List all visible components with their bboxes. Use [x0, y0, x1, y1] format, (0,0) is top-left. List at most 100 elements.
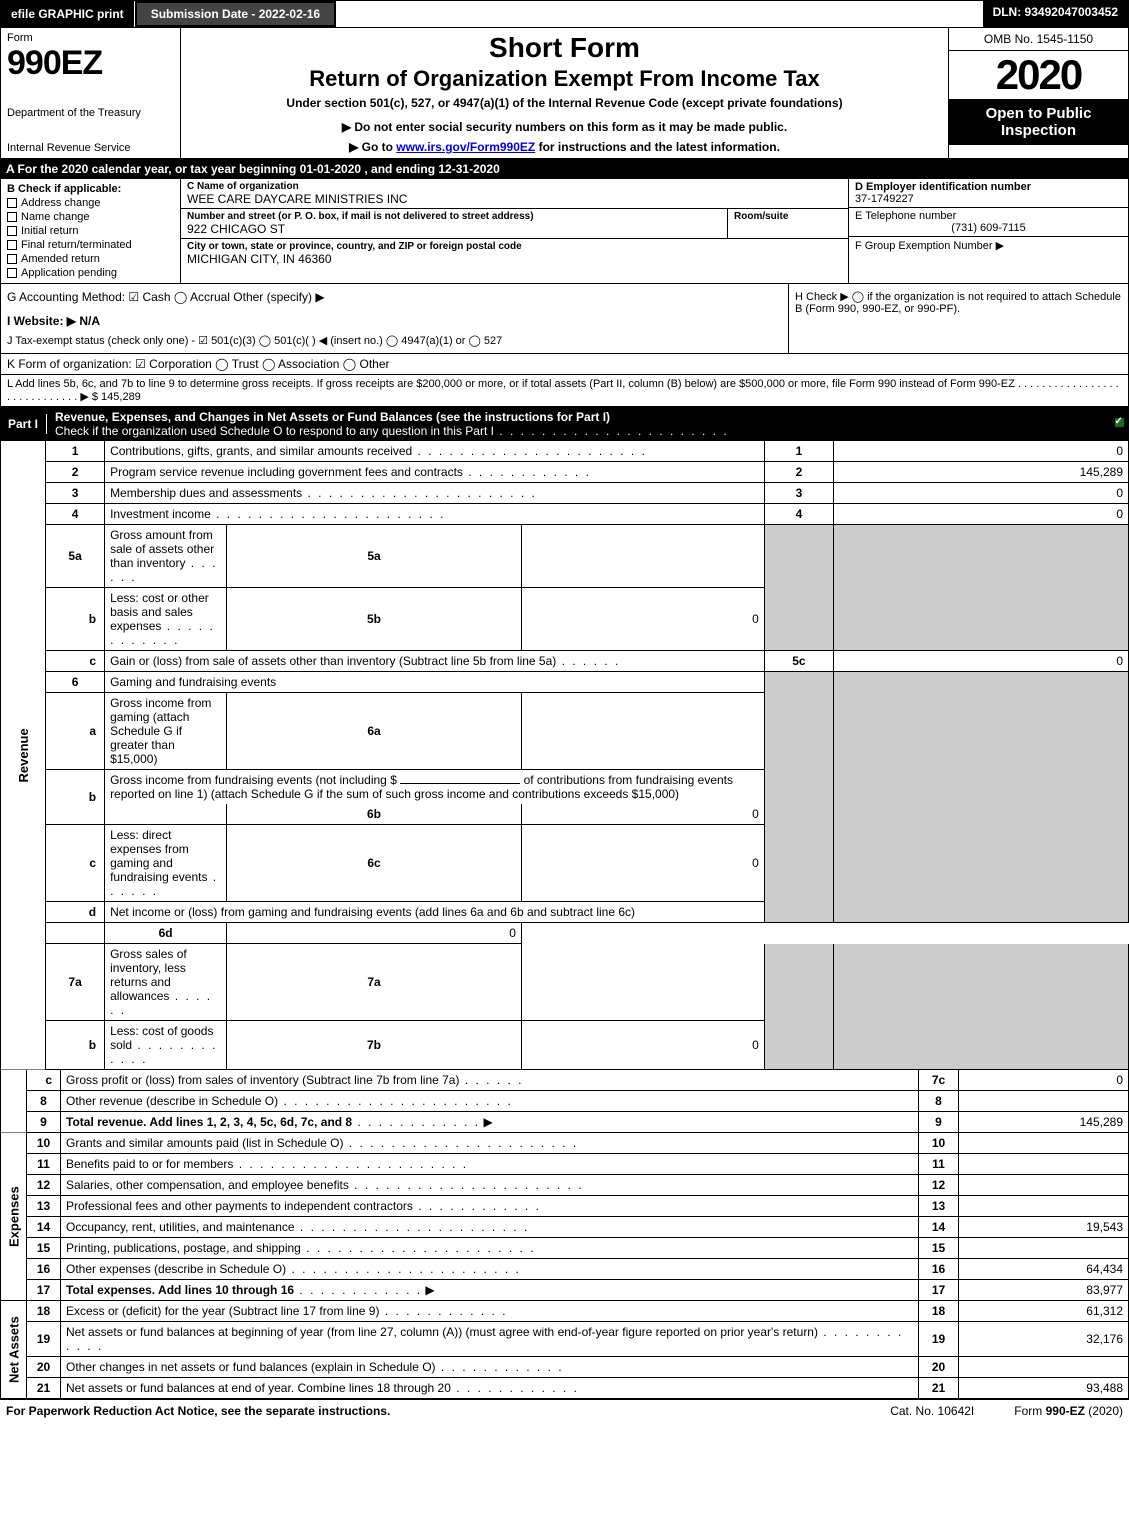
g-accounting-method: G Accounting Method: ☑ Cash ◯ Accrual Ot…	[1, 284, 788, 353]
line-desc: Gross profit or (loss) from sales of inv…	[61, 1070, 919, 1091]
chk-label: Amended return	[21, 253, 100, 265]
table-row: 12 Salaries, other compensation, and emp…	[1, 1175, 1129, 1196]
line-col: 13	[919, 1196, 959, 1217]
footer-paperwork: For Paperwork Reduction Act Notice, see …	[6, 1404, 390, 1418]
side-label-expenses: Expenses	[1, 1133, 27, 1301]
line-num: 7a	[46, 944, 105, 1021]
line-col: 10	[919, 1133, 959, 1154]
line-desc: Investment income	[105, 504, 765, 525]
c-name: C Name of organization WEE CARE DAYCARE …	[181, 179, 848, 209]
header-right: OMB No. 1545-1150 2020 Open to Public In…	[948, 28, 1128, 158]
line-num: 3	[46, 483, 105, 504]
line-num: c	[46, 825, 105, 902]
line-amt: 145,289	[834, 462, 1129, 483]
table-row: 16 Other expenses (describe in Schedule …	[1, 1259, 1129, 1280]
short-form-title: Short Form	[189, 32, 940, 64]
inner-val	[521, 525, 764, 588]
table-row: 5a Gross amount from sale of assets othe…	[1, 525, 1129, 588]
line-amt	[959, 1154, 1129, 1175]
part-1-header: Part I Revenue, Expenses, and Changes in…	[0, 407, 1129, 441]
line-num: a	[46, 693, 105, 770]
inner-num: 6c	[227, 825, 522, 902]
checkbox-icon	[7, 254, 17, 264]
line-desc: Benefits paid to or for members	[61, 1154, 919, 1175]
c-city: City or town, state or province, country…	[181, 239, 848, 268]
line-desc: Other expenses (describe in Schedule O)	[61, 1259, 919, 1280]
c-room-label: Room/suite	[734, 211, 842, 222]
line-amt: 32,176	[959, 1322, 1129, 1357]
line-num: c	[46, 651, 105, 672]
line-desc: Professional fees and other payments to …	[61, 1196, 919, 1217]
table-row: 2 Program service revenue including gove…	[1, 462, 1129, 483]
line-col: 6d	[105, 923, 227, 944]
box-b-through-f: B Check if applicable: Address change Na…	[0, 179, 1129, 284]
line-desc: Net assets or fund balances at beginning…	[61, 1322, 919, 1357]
footer-catno: Cat. No. 10642I	[890, 1404, 974, 1418]
checkbox-icon	[7, 240, 17, 250]
chk-application-pending[interactable]: Application pending	[7, 267, 174, 279]
line-col: 4	[764, 504, 833, 525]
line-col: 17	[919, 1280, 959, 1301]
chk-name-change[interactable]: Name change	[7, 211, 174, 223]
efile-print-button[interactable]: efile GRAPHIC print	[1, 1, 135, 27]
table-row: 20 Other changes in net assets or fund b…	[1, 1357, 1129, 1378]
inspect-line1: Open to Public	[953, 105, 1124, 122]
line-amt: 0	[834, 483, 1129, 504]
goto-post: for instructions and the latest informat…	[535, 140, 780, 154]
line-desc: Membership dues and assessments	[105, 483, 765, 504]
d-value: 37-1749227	[855, 193, 1122, 205]
chk-initial-return[interactable]: Initial return	[7, 225, 174, 237]
line-num: 6	[46, 672, 105, 693]
checkbox-icon	[7, 268, 17, 278]
line-col: 11	[919, 1154, 959, 1175]
checkbox-icon	[7, 198, 17, 208]
tax-year: 2020	[949, 51, 1128, 99]
e-value: (731) 609-7115	[855, 222, 1122, 234]
c-name-label: C Name of organization	[187, 181, 842, 192]
line-num: 10	[27, 1133, 61, 1154]
side-label-netassets: Net Assets	[1, 1301, 27, 1399]
line-num: b	[46, 588, 105, 651]
line-col: 16	[919, 1259, 959, 1280]
part-1-table: Revenue 1 Contributions, gifts, grants, …	[0, 441, 1129, 1070]
line-col: 19	[919, 1322, 959, 1357]
chk-amended-return[interactable]: Amended return	[7, 253, 174, 265]
line-desc: Program service revenue including govern…	[105, 462, 765, 483]
table-row: 6 Gaming and fundraising events	[1, 672, 1129, 693]
chk-address-change[interactable]: Address change	[7, 197, 174, 209]
irs-link[interactable]: www.irs.gov/Form990EZ	[396, 140, 535, 154]
c-city-label: City or town, state or province, country…	[187, 241, 842, 252]
under-section: Under section 501(c), 527, or 4947(a)(1)…	[189, 96, 940, 110]
line-num: c	[27, 1070, 61, 1091]
part-1-table-cont: c Gross profit or (loss) from sales of i…	[0, 1070, 1129, 1399]
line-desc: Gross income from fundraising events (no…	[105, 770, 765, 805]
goto-line: ▶ Go to www.irs.gov/Form990EZ for instru…	[189, 140, 940, 154]
row-k: K Form of organization: ☑ Corporation ◯ …	[0, 354, 1129, 375]
line-desc: Excess or (deficit) for the year (Subtra…	[61, 1301, 919, 1322]
d-label: D Employer identification number	[855, 181, 1122, 193]
line-desc: Gaming and fundraising events	[105, 672, 765, 693]
part-subtitle: Check if the organization used Schedule …	[55, 424, 729, 438]
e-label: E Telephone number	[855, 210, 1122, 222]
line-amt: 0	[834, 651, 1129, 672]
line-col: 7c	[919, 1070, 959, 1091]
line-col: 12	[919, 1175, 959, 1196]
line-num: 18	[27, 1301, 61, 1322]
line-desc: Grants and similar amounts paid (list in…	[61, 1133, 919, 1154]
c-address: Number and street (or P. O. box, if mail…	[181, 209, 848, 239]
line-num: 17	[27, 1280, 61, 1301]
c-street-value: 922 CHICAGO ST	[187, 222, 721, 236]
line-amt: 64,434	[959, 1259, 1129, 1280]
table-row: c Gross profit or (loss) from sales of i…	[1, 1070, 1129, 1091]
table-row: 6d 0	[1, 923, 1129, 944]
line-amt: 145,289	[959, 1112, 1129, 1133]
line-desc: Less: cost or other basis and sales expe…	[105, 588, 227, 651]
box-e-phone: E Telephone number (731) 609-7115	[849, 208, 1128, 237]
table-row: 4 Investment income 4 0	[1, 504, 1129, 525]
table-row: 15 Printing, publications, postage, and …	[1, 1238, 1129, 1259]
line-col-grey	[764, 525, 833, 651]
part-number: Part I	[0, 414, 47, 434]
chk-final-return[interactable]: Final return/terminated	[7, 239, 174, 251]
line-num: 16	[27, 1259, 61, 1280]
line-amt: 0	[834, 504, 1129, 525]
